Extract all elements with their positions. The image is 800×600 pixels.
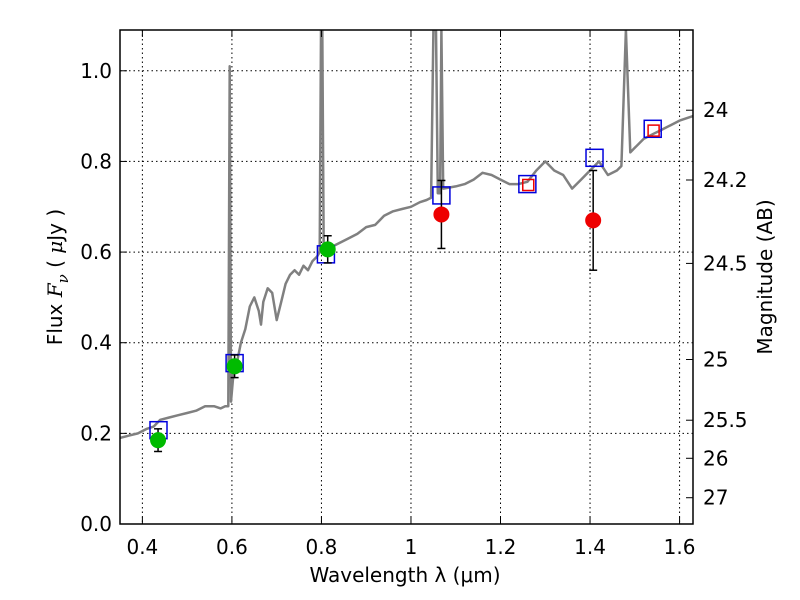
y2-tick-label: 24.5 <box>703 251 748 275</box>
y-axis-label: Flux Fν ( μJy ) <box>43 209 72 345</box>
y2-tick-label: 25 <box>703 347 728 371</box>
x-tick-label: 0.6 <box>216 535 248 559</box>
data-point-red <box>585 212 602 229</box>
y-tick-label: 0.2 <box>80 421 112 445</box>
y-tick-label: 0.0 <box>80 512 112 536</box>
x-tick-label: 1.2 <box>485 535 517 559</box>
x-tick-label: 1.4 <box>574 535 606 559</box>
markers-layer <box>149 119 662 453</box>
y2-axis-label: Magnitude (AB) <box>753 199 777 354</box>
data-point-red <box>433 206 450 223</box>
model-square-red <box>647 124 660 137</box>
y2-tick-label: 24.2 <box>703 168 748 192</box>
y-tick-label: 0.8 <box>80 149 112 173</box>
y-tick-label: 0.6 <box>80 240 112 264</box>
plot-frame <box>119 29 694 525</box>
y2-tick-label: 24 <box>703 98 728 122</box>
tick-marks <box>120 30 693 525</box>
y-tick-label: 0.4 <box>80 331 112 355</box>
model-square-red <box>522 178 535 192</box>
tick-labels: 0.4 0.6 0.8 1 1.2 1.4 1.6 0.0 0.2 0.4 0.6 0.8 1.0 24 2… <box>80 59 747 559</box>
x-tick-label: 0.8 <box>306 535 338 559</box>
model-square-blue <box>643 119 662 139</box>
grid-lines <box>120 30 693 525</box>
y2-tick-label: 26 <box>703 446 728 470</box>
spectrum-layer <box>120 30 693 440</box>
y2-tick-label: 27 <box>703 486 728 510</box>
x-tick-label: 0.4 <box>126 535 158 559</box>
y2-tick-label: 25.5 <box>703 408 748 432</box>
data-point-green <box>226 358 243 375</box>
x-tick-label: 1.6 <box>664 535 696 559</box>
x-tick-label: 1 <box>405 535 418 559</box>
x-axis-label: Wavelength λ (μm) <box>309 563 500 587</box>
model-square-blue <box>585 148 604 168</box>
y-tick-label: 1.0 <box>80 59 112 83</box>
data-point-green <box>150 432 167 449</box>
data-point-green <box>319 241 336 258</box>
spectrum-line <box>120 30 693 440</box>
model-square-blue <box>518 174 537 194</box>
